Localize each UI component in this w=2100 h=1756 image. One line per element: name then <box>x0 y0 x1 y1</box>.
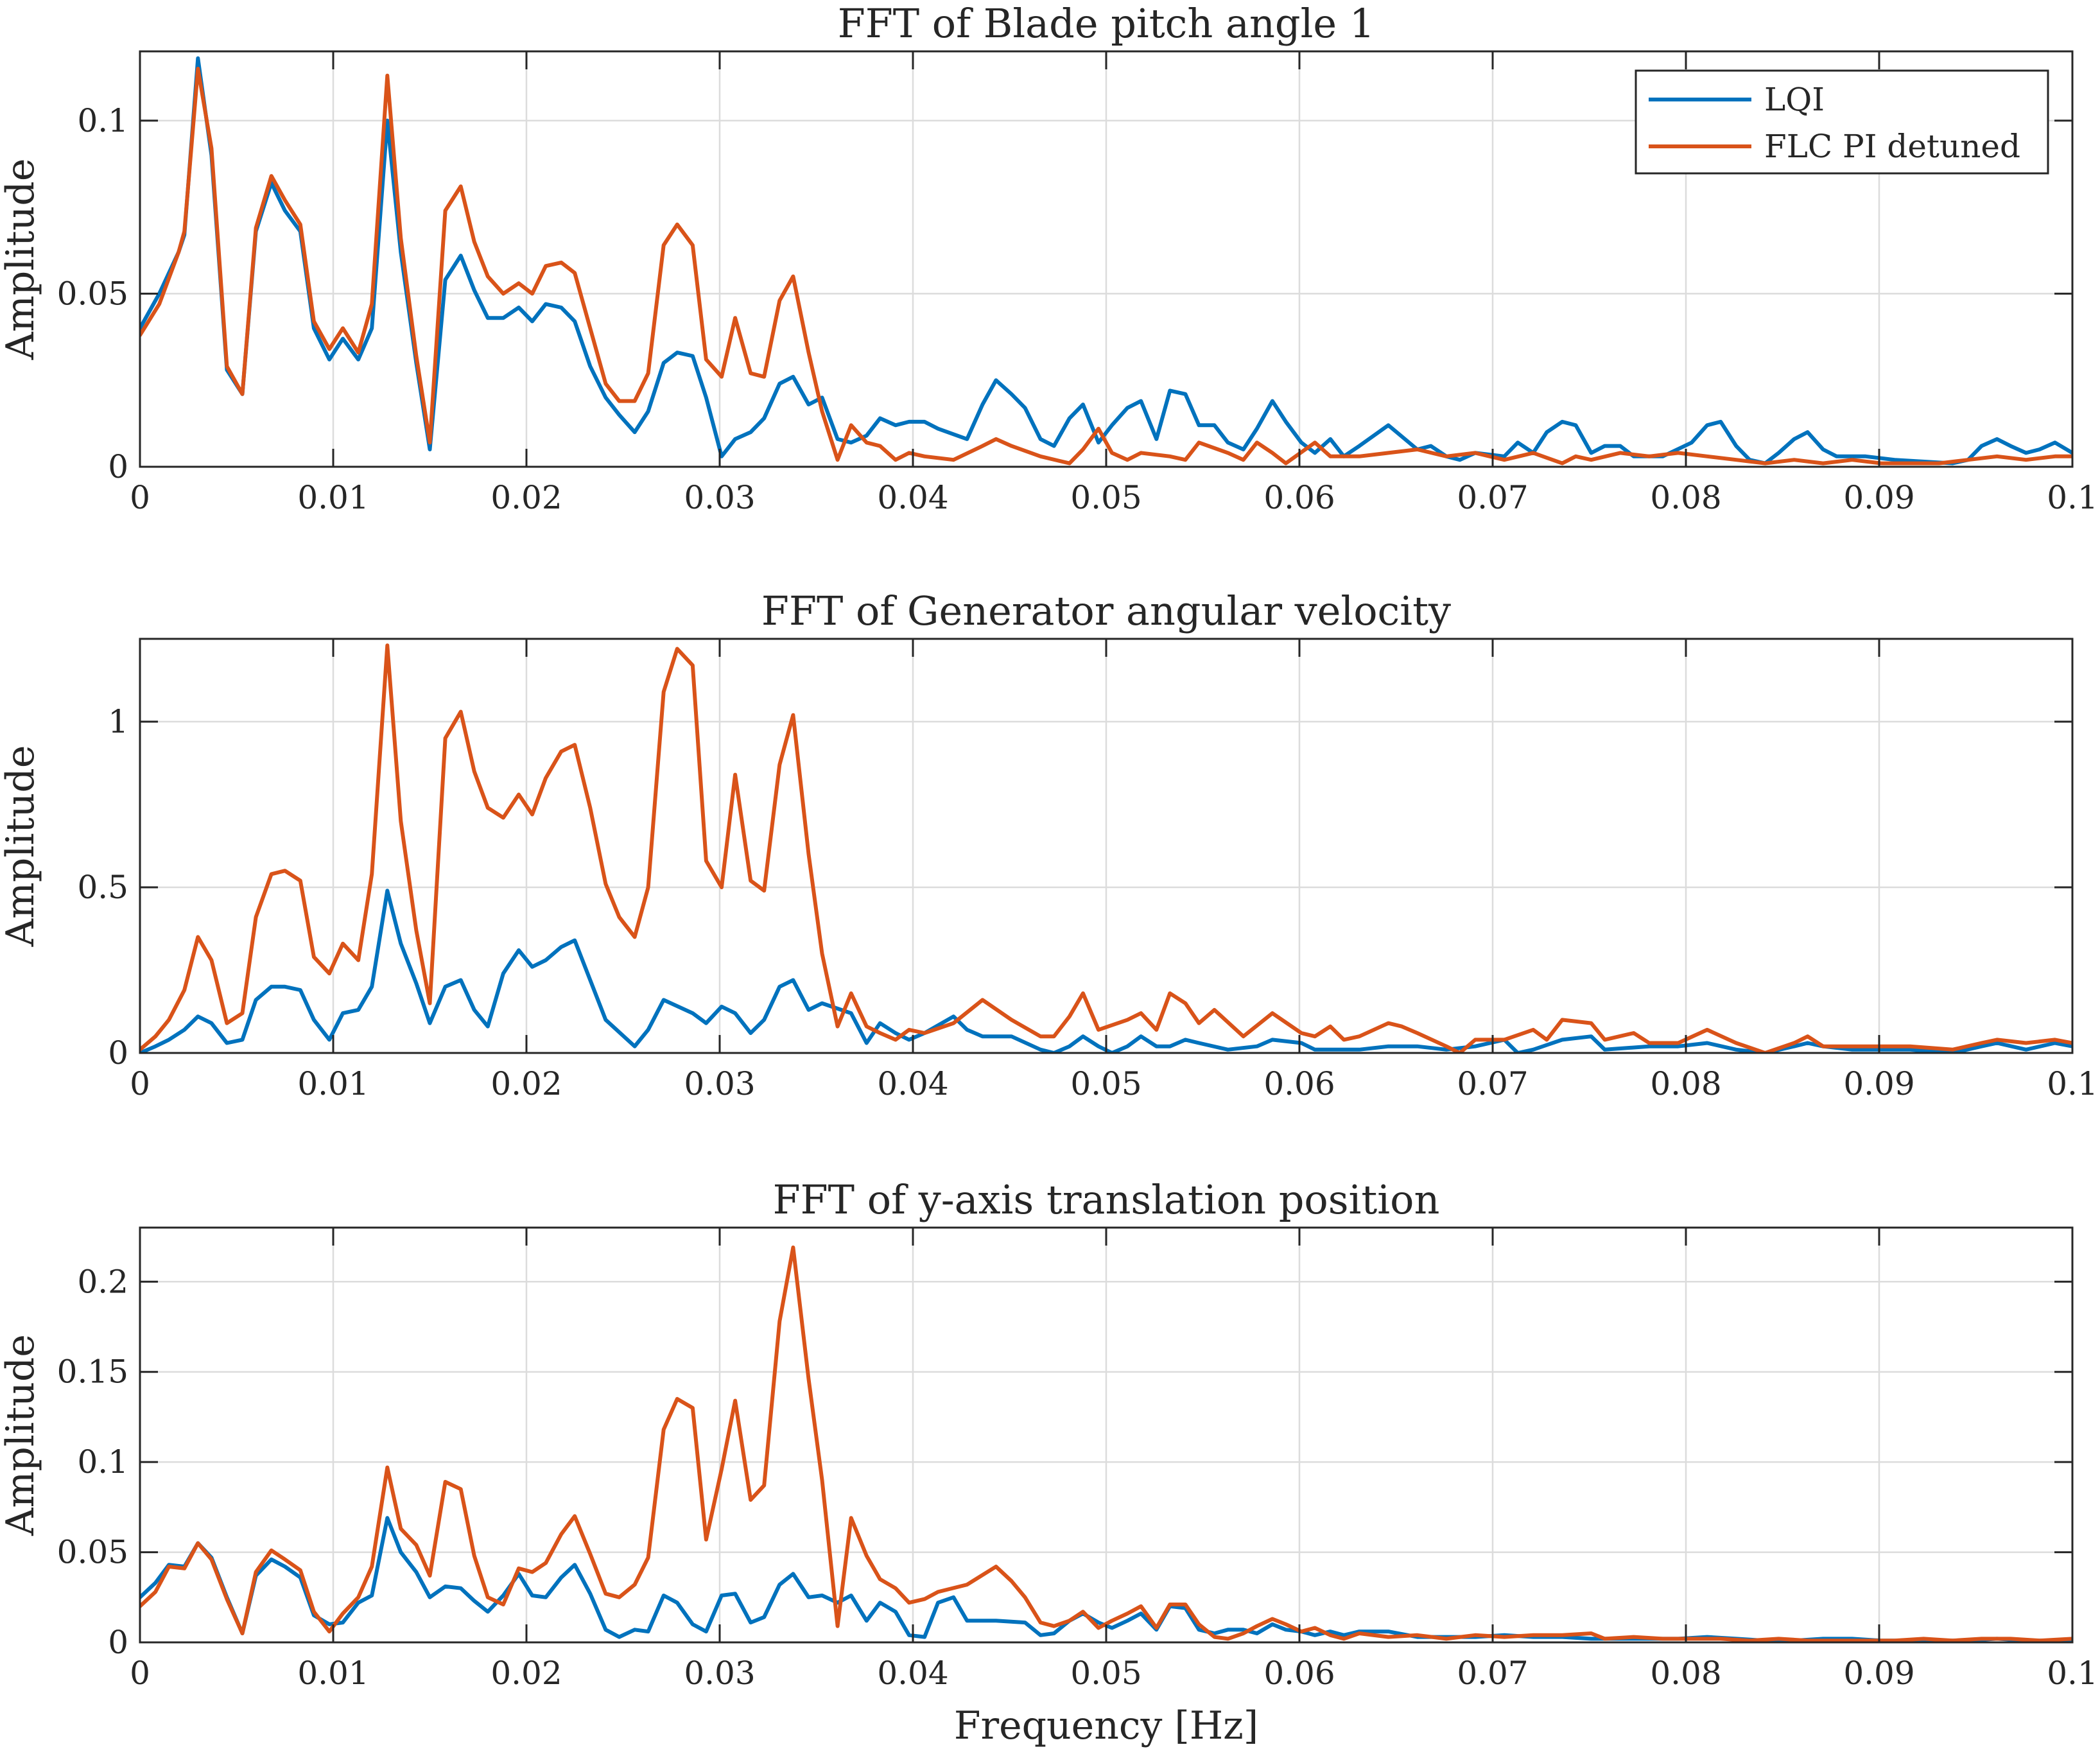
y-tick-label: 0.5 <box>77 869 128 906</box>
y-tick-label: 0.05 <box>57 275 128 312</box>
y-axis-label: Amplitude <box>0 159 43 361</box>
x-tick-label: 0.01 <box>297 479 369 516</box>
x-tick-label: 0 <box>130 1655 150 1692</box>
x-tick-label: 0.08 <box>1650 1655 1721 1692</box>
subplot-title: FFT of y-axis translation position <box>773 1176 1440 1223</box>
x-tick-label: 0.05 <box>1070 1655 1141 1692</box>
x-tick-label: 0.06 <box>1263 1655 1335 1692</box>
x-axis-label: Frequency [Hz] <box>954 1703 1258 1748</box>
y-tick-label: 0.15 <box>57 1353 128 1391</box>
x-tick-label: 0.05 <box>1070 1065 1141 1102</box>
x-tick-label: 0.01 <box>297 1065 369 1102</box>
x-tick-label: 0.06 <box>1263 479 1335 516</box>
legend: LQI FLC PI detuned <box>1635 69 2049 175</box>
y-axis-label: Amplitude <box>0 745 43 948</box>
y-tick-label: 0.1 <box>77 1443 128 1481</box>
series-line-lqi <box>140 1516 2072 1642</box>
x-tick-label: 0.02 <box>490 1065 562 1102</box>
y-tick-label: 0 <box>108 1624 128 1661</box>
legend-label: FLC PI detuned <box>1764 128 2020 165</box>
y-tick-label: 0 <box>108 448 128 485</box>
x-tick-label: 0.1 <box>2047 479 2098 516</box>
x-tick-label: 0.04 <box>877 479 948 516</box>
subplot-1: 0 0.01 0.02 0.03 0.04 0.05 0.06 0.07 0.08 0.09 0.1… <box>0 0 2098 516</box>
x-tick-label: 0.1 <box>2047 1065 2098 1102</box>
subplot-2: 0 0.01 0.02 0.03 0.04 0.05 0.06 0.07 0.08 0.09 0.1… <box>0 587 2098 1102</box>
x-tick-label: 0.03 <box>684 1065 755 1102</box>
x-tick-label: 0.1 <box>2047 1655 2098 1692</box>
subplot-title: FFT of Blade pitch angle 1 <box>838 0 1375 47</box>
subplot-3: 0 0.01 0.02 0.03 0.04 0.05 0.06 0.07 0.08 0.09 0.1… <box>0 1176 2098 1748</box>
y-axis-label: Amplitude <box>0 1334 43 1536</box>
y-tick-label: 0.2 <box>77 1263 128 1300</box>
y-tick-label: 0.05 <box>57 1534 128 1571</box>
x-tick-label: 0.07 <box>1457 1065 1528 1102</box>
x-tick-label: 0 <box>130 1065 150 1102</box>
series-line-flc-pi-detuned <box>140 643 2072 1053</box>
y-tick-label: 0.1 <box>77 102 128 139</box>
x-tick-label: 0.01 <box>297 1655 369 1692</box>
subplot-title: FFT of Generator angular velocity <box>761 587 1451 634</box>
y-tick-label: 0 <box>108 1034 128 1072</box>
x-tick-label: 0.09 <box>1843 1655 1914 1692</box>
legend-label: LQI <box>1764 81 1825 118</box>
x-tick-label: 0.05 <box>1070 479 1141 516</box>
x-tick-label: 0.07 <box>1457 1655 1528 1692</box>
x-tick-label: 0.08 <box>1650 479 1721 516</box>
x-tick-label: 0.03 <box>684 479 755 516</box>
x-tick-label: 0.03 <box>684 1655 755 1692</box>
x-tick-label: 0.02 <box>490 1655 562 1692</box>
series-line-flc-pi-detuned <box>140 67 2072 465</box>
x-tick-label: 0.02 <box>490 479 562 516</box>
x-tick-label: 0.08 <box>1650 1065 1721 1102</box>
x-tick-label: 0.06 <box>1263 1065 1335 1102</box>
series-line-flc-pi-detuned <box>140 1245 2072 1642</box>
series-line-lqi <box>140 889 2072 1053</box>
y-tick-label: 1 <box>108 703 128 740</box>
x-tick-label: 0.04 <box>877 1065 948 1102</box>
x-tick-label: 0 <box>130 479 150 516</box>
legend-box <box>1635 69 2049 175</box>
x-tick-label: 0.04 <box>877 1655 948 1692</box>
x-tick-label: 0.09 <box>1843 1065 1914 1102</box>
x-tick-label: 0.07 <box>1457 479 1528 516</box>
x-tick-label: 0.09 <box>1843 479 1914 516</box>
